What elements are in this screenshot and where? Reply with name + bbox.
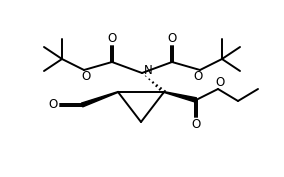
Text: N: N bbox=[144, 64, 153, 76]
Text: O: O bbox=[215, 76, 225, 88]
Text: O: O bbox=[107, 32, 117, 44]
Text: O: O bbox=[48, 98, 58, 110]
Polygon shape bbox=[81, 92, 118, 107]
Text: O: O bbox=[193, 70, 202, 84]
Text: O: O bbox=[167, 32, 177, 44]
Text: O: O bbox=[82, 70, 91, 84]
Text: O: O bbox=[191, 118, 201, 132]
Polygon shape bbox=[164, 92, 197, 102]
